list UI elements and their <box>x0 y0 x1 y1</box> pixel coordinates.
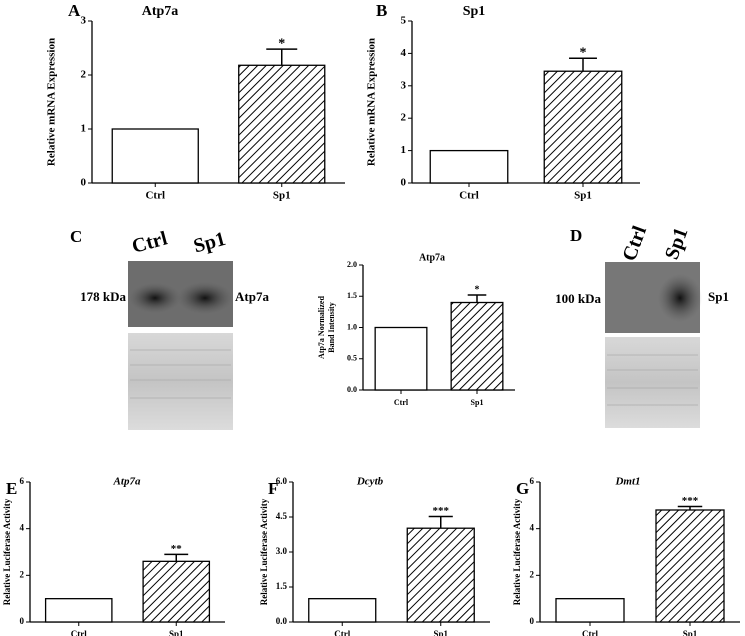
x-tick-label: Ctrl <box>582 629 598 636</box>
y-tick-label: 6 <box>530 476 535 486</box>
protein-label: Sp1 <box>708 289 729 304</box>
bar <box>555 598 625 623</box>
bar <box>374 326 428 391</box>
significance-label: *** <box>433 505 450 517</box>
x-tick-label: Sp1 <box>574 190 592 202</box>
chart-title: Atp7a <box>419 252 445 263</box>
chart-title: Dmt1 <box>614 476 640 488</box>
loading-stain <box>605 337 700 428</box>
y-tick-label: 0 <box>401 177 407 189</box>
x-tick-label: Ctrl <box>459 190 479 202</box>
y-axis-label: Band Intensity <box>327 302 336 352</box>
bar <box>308 598 377 623</box>
y-axis-label: Relative Luciferase Activity <box>259 498 269 605</box>
y-tick-label: 0.5 <box>347 354 357 363</box>
y-tick-label: 2 <box>530 569 535 579</box>
y-tick-label: 3.0 <box>276 546 288 556</box>
x-tick-label: Ctrl <box>71 629 87 636</box>
x-tick-label: Ctrl <box>145 190 165 202</box>
loading-stain <box>128 333 233 430</box>
y-tick-label: 5 <box>401 15 407 27</box>
x-tick-label: Ctrl <box>394 398 409 407</box>
bar <box>142 560 211 623</box>
significance-label: * <box>580 45 587 60</box>
y-axis-label: Relative mRNA Expression <box>46 38 58 166</box>
lane-label: Ctrl <box>130 227 170 258</box>
blot-band <box>177 282 233 314</box>
significance-label: * <box>475 284 480 295</box>
significance-label: *** <box>682 495 699 507</box>
lane-label: Sp1 <box>191 228 228 258</box>
y-tick-label: 1.5 <box>347 291 357 300</box>
protein-label: Atp7a <box>235 289 269 304</box>
y-tick-label: 2 <box>81 69 87 81</box>
lane-label: Sp1 <box>661 225 693 263</box>
chart-title: Dcytb <box>356 476 384 488</box>
y-axis-label: Relative Luciferase Activity <box>512 498 522 605</box>
y-tick-label: 1.5 <box>276 581 288 591</box>
significance-label: ** <box>171 543 183 555</box>
y-tick-label: 4 <box>20 523 25 533</box>
y-tick-label: 2 <box>401 112 407 124</box>
blot-band <box>129 283 181 313</box>
size-marker: 178 kDa <box>80 289 126 304</box>
chart-title: Atp7a <box>142 4 179 19</box>
bar <box>655 509 725 623</box>
y-tick-label: 4.5 <box>276 511 288 521</box>
y-tick-label: 0 <box>20 616 25 626</box>
x-tick-label: Sp1 <box>683 629 698 636</box>
bar <box>406 527 475 623</box>
x-tick-label: Sp1 <box>433 629 448 636</box>
stain-bands <box>607 354 698 406</box>
panel-letter: A <box>68 1 81 20</box>
y-axis-label: Relative Luciferase Activity <box>2 498 12 605</box>
y-axis-label: Relative mRNA Expression <box>366 38 378 166</box>
y-tick-label: 4 <box>530 523 535 533</box>
bar <box>429 149 509 184</box>
y-tick-label: 0 <box>81 177 87 189</box>
x-tick-label: Sp1 <box>169 629 184 636</box>
blot-band <box>658 274 702 322</box>
bar <box>543 70 623 184</box>
y-tick-label: 0.0 <box>276 616 288 626</box>
y-tick-label: 4 <box>401 47 407 59</box>
panel-letter: B <box>376 1 387 20</box>
y-tick-label: 2 <box>20 569 25 579</box>
panel-letter: C <box>70 227 82 246</box>
bar <box>238 64 326 184</box>
bar <box>44 598 113 623</box>
panel-letter: E <box>6 479 17 498</box>
x-tick-label: Sp1 <box>273 190 291 202</box>
y-tick-label: 1 <box>81 123 87 135</box>
significance-label: * <box>278 36 285 51</box>
y-tick-label: 6.0 <box>276 476 288 486</box>
x-tick-label: Sp1 <box>471 398 484 407</box>
bar <box>111 128 199 184</box>
y-axis-label: Atp7a Normalized <box>317 296 326 359</box>
panel-letter: D <box>570 226 582 245</box>
y-tick-label: 3 <box>401 79 407 91</box>
panel-letter: F <box>268 479 278 498</box>
y-tick-label: 6 <box>20 476 25 486</box>
chart-title: Sp1 <box>463 4 486 19</box>
y-tick-label: 1.0 <box>347 322 357 331</box>
stain-bands <box>130 349 231 399</box>
y-tick-label: 0 <box>530 616 535 626</box>
lane-label: Ctrl <box>618 223 651 264</box>
y-tick-label: 2.0 <box>347 260 357 269</box>
x-tick-label: Ctrl <box>334 629 350 636</box>
y-tick-label: 1 <box>401 144 407 156</box>
chart-title: Atp7a <box>113 476 141 488</box>
bar <box>450 301 504 391</box>
panel-letter: G <box>516 479 529 498</box>
y-tick-label: 0.0 <box>347 385 357 394</box>
size-marker: 100 kDa <box>555 291 601 306</box>
y-tick-label: 3 <box>81 15 87 27</box>
